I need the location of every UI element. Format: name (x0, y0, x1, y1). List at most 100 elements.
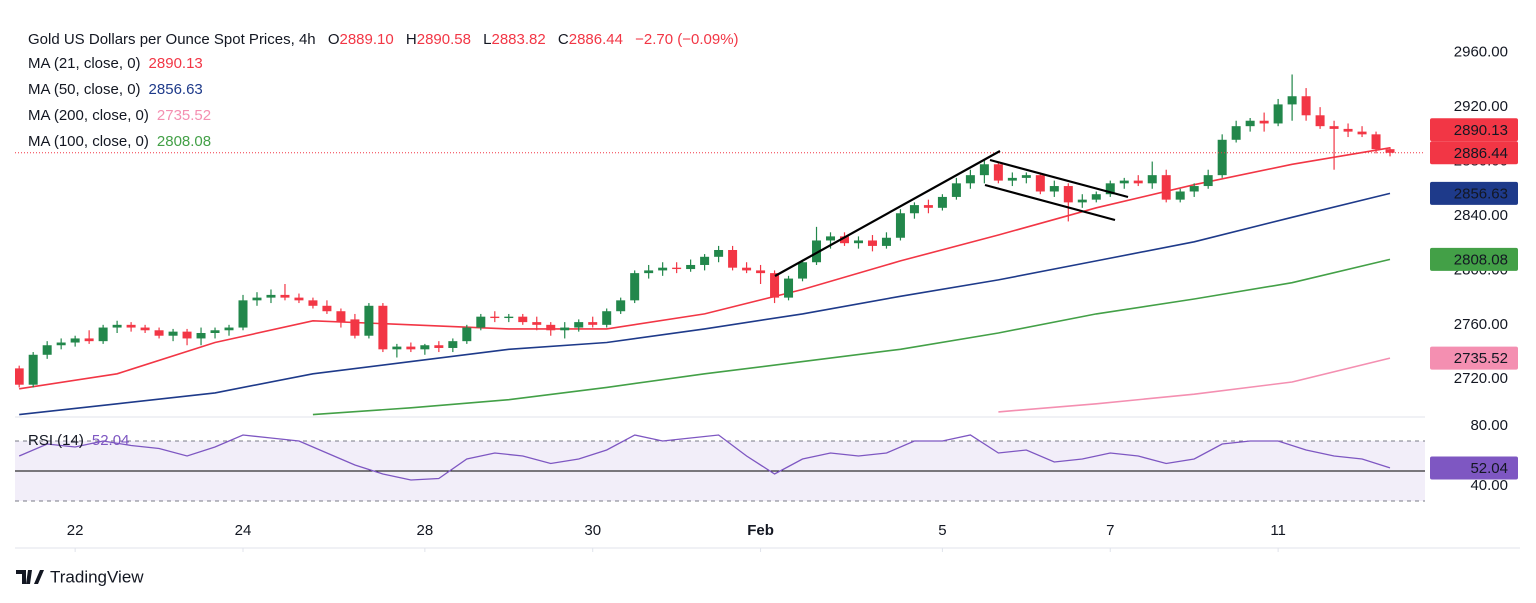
candle-body (1329, 126, 1339, 129)
x-tick-label: 7 (1106, 522, 1114, 539)
ohlc-key: O (328, 31, 340, 48)
candle-body (518, 316, 528, 323)
candle-body (504, 316, 514, 319)
y-tick-label: 2720.00 (1454, 370, 1508, 387)
candle-body (42, 345, 52, 355)
candle-body (1245, 120, 1255, 127)
price-label-box (1430, 181, 1518, 205)
ohlc-key: H (406, 31, 417, 48)
candle-body (1203, 175, 1213, 187)
ohlc-value: 2886.44 (569, 31, 623, 48)
candle-body (1231, 126, 1241, 140)
candle-body (280, 294, 290, 298)
moving-average-line (312, 258, 1391, 416)
candle-body (937, 196, 947, 208)
candle-body (1077, 199, 1087, 203)
trend-line (989, 158, 1129, 199)
candle-body (210, 330, 220, 333)
ohlc-value: 2889.10 (339, 31, 393, 48)
candle-body (1021, 175, 1031, 178)
candle-body (378, 305, 388, 350)
candle-body (294, 297, 304, 301)
candle-body (770, 273, 780, 298)
price-label-box (1430, 247, 1518, 271)
candle-body (448, 341, 458, 348)
price-label-box (1430, 118, 1518, 142)
candle-body (140, 327, 150, 331)
legend-value: 2890.13 (149, 55, 203, 72)
candle-body (112, 324, 122, 328)
candle-body (798, 262, 808, 279)
legend-entry: MA (21, close, 0) 2890.13 (28, 55, 203, 72)
candle-body (686, 264, 696, 270)
candle-body (784, 278, 794, 298)
candle-body (602, 311, 612, 325)
legend-entry: MA (100, close, 0) 2808.08 (28, 133, 211, 150)
legend-label: RSI (14) (28, 432, 84, 449)
candle-body (70, 338, 80, 343)
candle-body (252, 297, 262, 301)
rsi-tick-label: 80.00 (1470, 417, 1508, 434)
candle-body (182, 331, 192, 339)
moving-average-line (19, 147, 1391, 390)
logo-icon (16, 570, 44, 584)
candle-body (238, 300, 248, 328)
candle-body (224, 327, 234, 331)
ohlc-value: 2883.82 (491, 31, 545, 48)
legend-value: 2735.52 (157, 107, 211, 124)
candle-body (1175, 191, 1185, 200)
candle-body (853, 240, 863, 244)
candle-body (644, 270, 654, 274)
candle-body (979, 164, 989, 176)
price-label: 2890.13 (1454, 122, 1508, 139)
legend-value: 2856.63 (149, 81, 203, 98)
candle-body (560, 327, 570, 331)
x-tick-label: 30 (584, 522, 601, 539)
candle-body (1385, 149, 1395, 153)
rsi-label-box (1430, 456, 1518, 480)
candle-body (993, 164, 1003, 181)
legend-label: MA (50, close, 0) (28, 81, 141, 98)
rsi-line (18, 434, 1391, 481)
candle-body (826, 236, 836, 241)
candle-body (532, 322, 542, 325)
price-label-box (1430, 141, 1518, 165)
rsi-legend: RSI (14) 52.04 (28, 432, 129, 449)
legend-value: 52.04 (92, 432, 130, 449)
candle-body (1273, 104, 1283, 124)
candle-body (126, 324, 136, 328)
legend-label: MA (200, close, 0) (28, 107, 149, 124)
candle-body (266, 294, 276, 298)
legend-entry: MA (50, close, 0) 2856.63 (28, 81, 203, 98)
candle-body (322, 305, 332, 312)
x-tick-label: 28 (417, 522, 434, 539)
candle-body (672, 267, 682, 270)
candle-body (965, 175, 975, 184)
candle-body (1161, 175, 1171, 200)
moving-average-line (19, 192, 1391, 416)
x-tick-label: Feb (747, 522, 774, 539)
candle-body (923, 205, 933, 208)
candle-body (1091, 194, 1101, 200)
x-tick-label: 24 (235, 522, 252, 539)
header: Gold US Dollars per Ounce Spot Prices, 4… (28, 31, 739, 48)
candle-body (336, 311, 346, 323)
candle-body (630, 273, 640, 301)
price-label: 2886.44 (1454, 145, 1508, 162)
candle-body (546, 324, 556, 331)
candle-body (28, 354, 38, 385)
candle-body (616, 300, 626, 312)
ohlc-key: C (558, 31, 569, 48)
candle-body (420, 345, 430, 350)
y-tick-label: 2960.00 (1454, 44, 1508, 61)
candle-body (154, 330, 164, 336)
candle-body (15, 368, 24, 385)
candle-body (574, 322, 584, 328)
candle-body (1119, 180, 1129, 184)
chart-title: Gold US Dollars per Ounce Spot Prices, 4… (28, 31, 316, 48)
candle-body (1287, 96, 1297, 105)
candle-body (742, 267, 752, 271)
brand-logo: TradingView (16, 567, 144, 586)
